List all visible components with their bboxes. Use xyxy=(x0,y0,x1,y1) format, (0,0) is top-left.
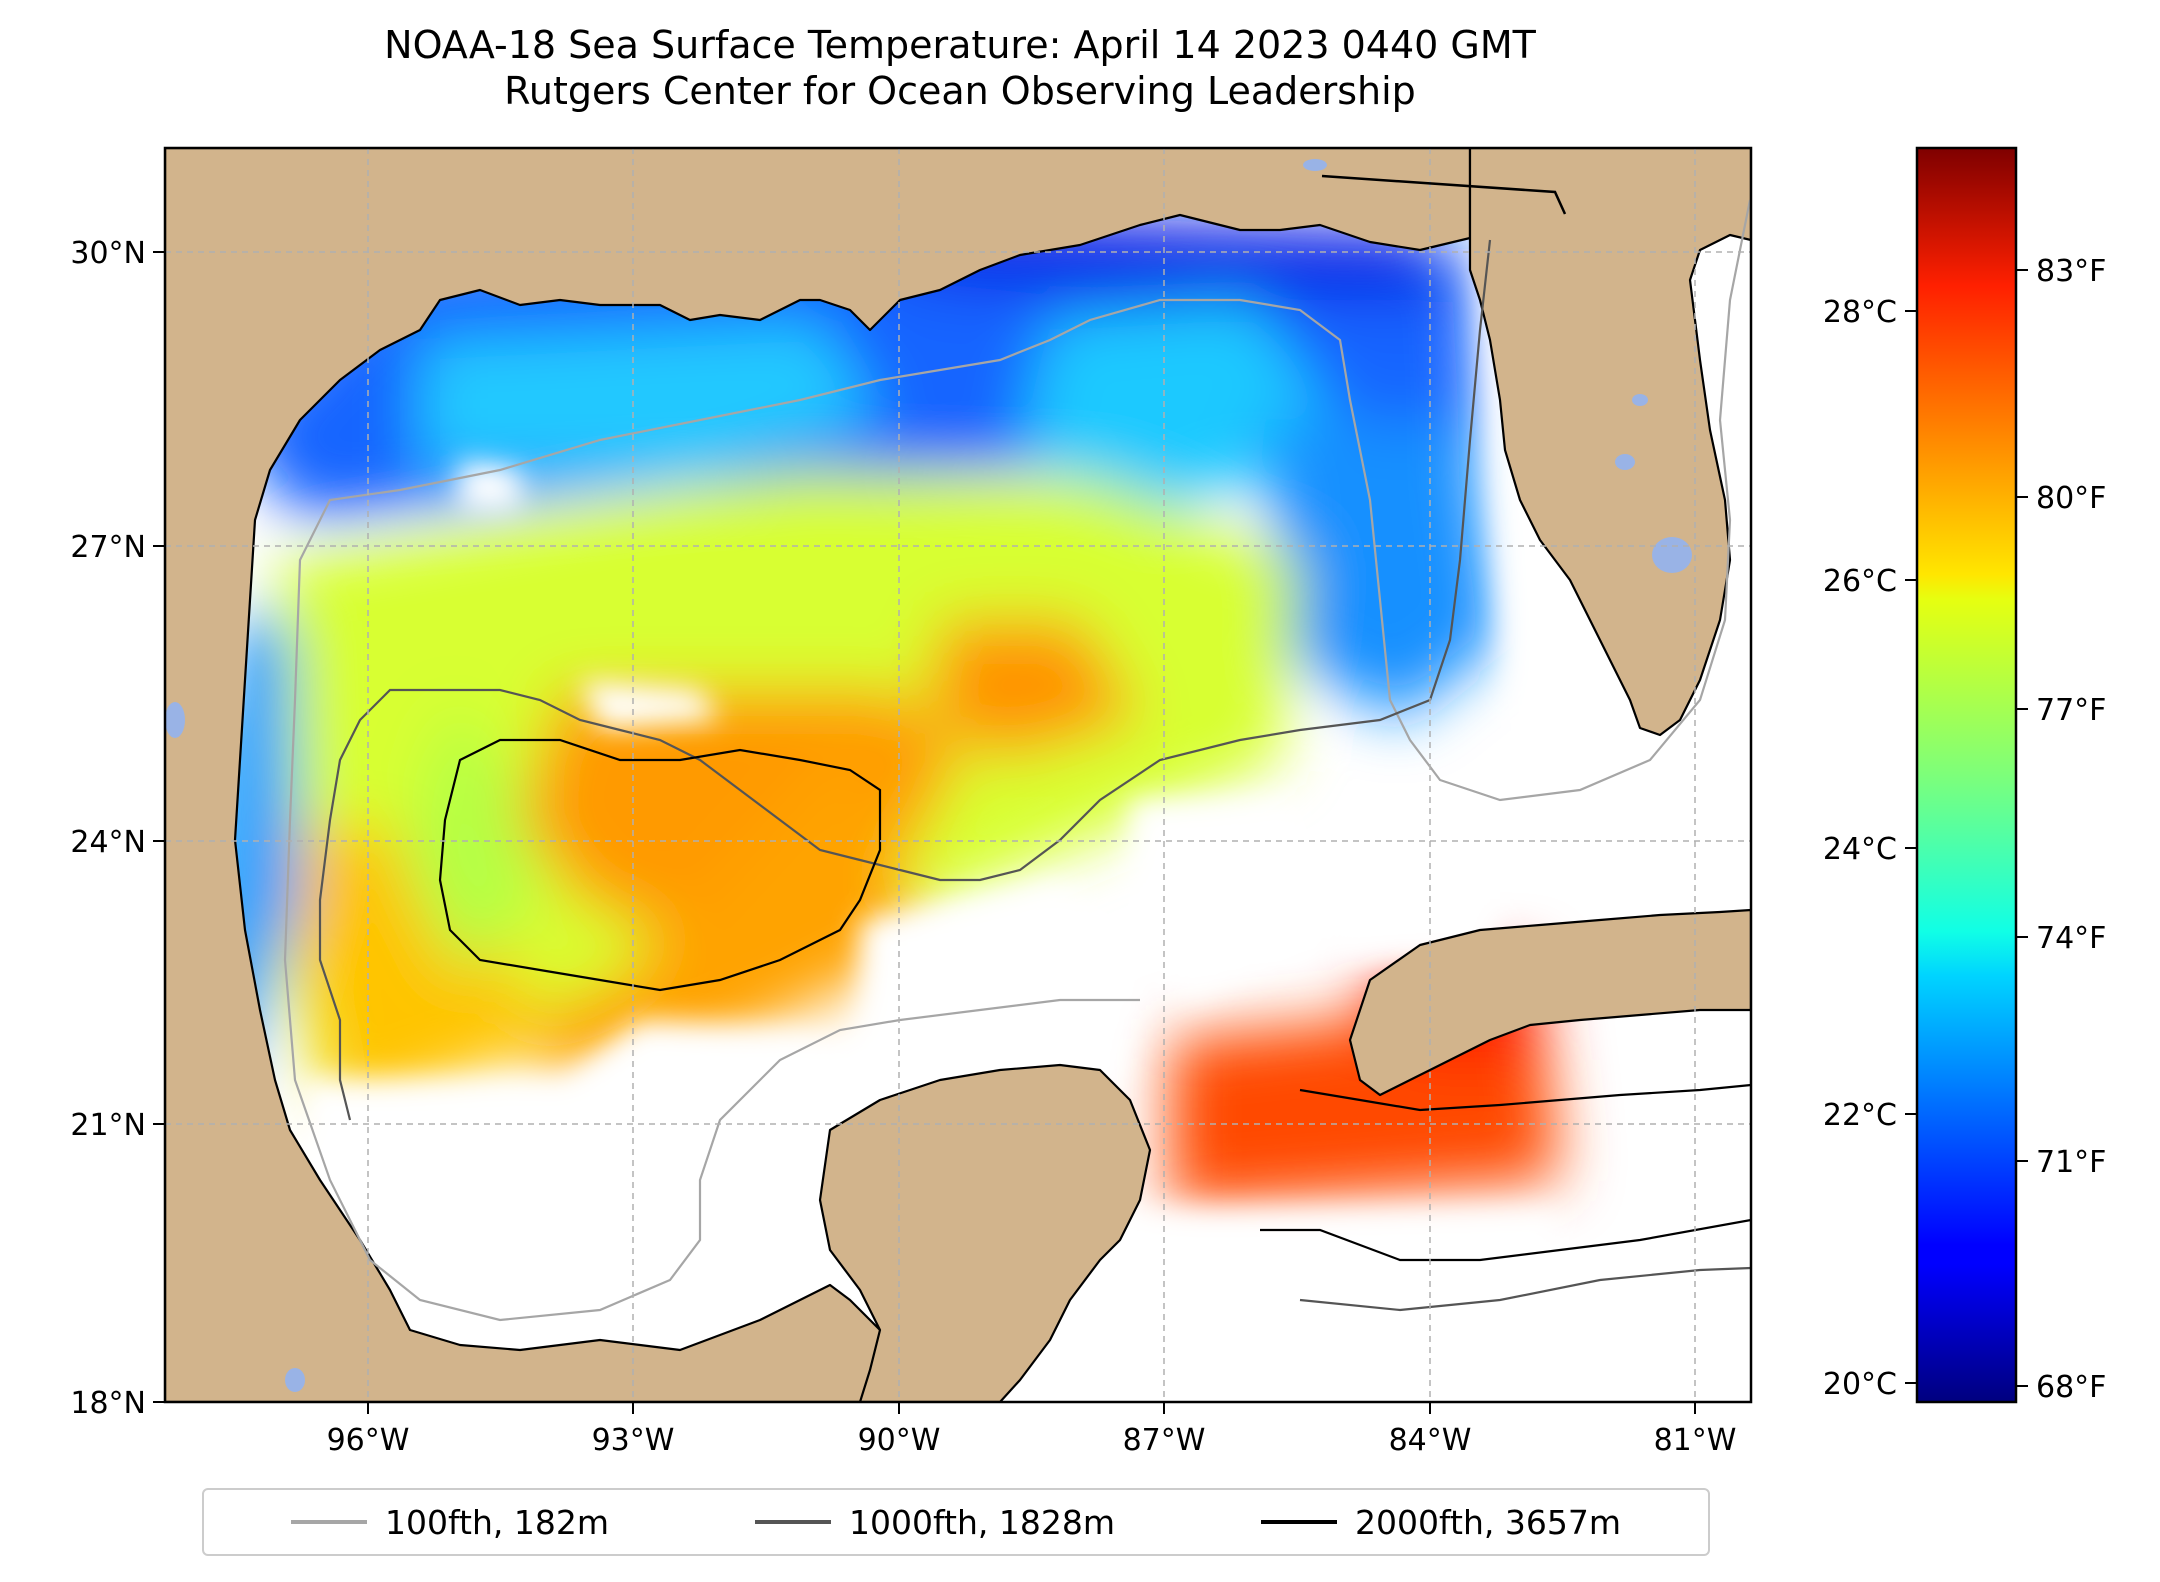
land-us-mexico-west xyxy=(165,148,1472,1402)
lon-label: 84°W xyxy=(1389,1423,1472,1458)
inland-water xyxy=(165,159,1692,1392)
lon-label: 96°W xyxy=(327,1423,410,1458)
colorbar-celsius-labels: 28°C 26°C 24°C 22°C 20°C xyxy=(1823,295,1897,1402)
land-florida xyxy=(1468,148,1751,737)
legend-item-100fth: 100fth, 182m xyxy=(291,1503,609,1542)
lat-label: 27°N xyxy=(70,530,146,565)
axis-ticks xyxy=(153,251,1696,1414)
legend-item-1000fth: 1000fth, 1828m xyxy=(755,1503,1115,1542)
celsius-label: 26°C xyxy=(1823,564,1897,599)
map-frame xyxy=(163,146,1753,1404)
fahrenheit-label: 68°F xyxy=(2036,1370,2106,1405)
colorbar-fahrenheit-labels: 83°F 80°F 77°F 74°F 71°F 68°F xyxy=(2036,254,2106,1405)
legend-swatch xyxy=(1260,1520,1337,1524)
lat-label: 24°N xyxy=(70,825,146,860)
lat-labels: 30°N 27°N 24°N 21°N 18°N xyxy=(70,236,146,1421)
land-cuba xyxy=(1348,908,1751,1097)
lon-labels: 96°W 93°W 90°W 87°W 84°W 81°W xyxy=(327,1423,1737,1458)
legend-item-2000fth: 2000fth, 3657m xyxy=(1260,1502,1621,1542)
land-yucatan xyxy=(818,1063,1152,1402)
lat-label: 18°N xyxy=(70,1386,146,1421)
contour-2000fth xyxy=(438,738,882,992)
land xyxy=(165,148,1751,1402)
state-border xyxy=(1321,174,1567,215)
lon-label: 93°W xyxy=(592,1423,675,1458)
legend-swatch xyxy=(755,1520,831,1524)
title-line-1: NOAA-18 Sea Surface Temperature: April 1… xyxy=(384,23,1536,67)
lat-label: 21°N xyxy=(70,1108,146,1143)
colorbar-ticks xyxy=(1905,269,2028,1387)
contour-2000fth-cayman xyxy=(1299,1083,1751,1112)
bathymetry-contours xyxy=(283,199,1751,1322)
lon-label: 87°W xyxy=(1123,1423,1206,1458)
celsius-label: 22°C xyxy=(1823,1098,1897,1133)
legend-label: 2000fth, 3657m xyxy=(1354,1502,1621,1542)
gridlines xyxy=(165,148,1751,1402)
contour-100fth xyxy=(283,199,1751,1322)
fahrenheit-label: 83°F xyxy=(2036,254,2106,289)
colorbar xyxy=(1915,146,2018,1404)
fahrenheit-label: 74°F xyxy=(2036,921,2106,956)
legend-label: 100fth, 182m xyxy=(385,1502,609,1542)
title-line-2: Rutgers Center for Ocean Observing Leade… xyxy=(504,69,1416,113)
lon-label: 90°W xyxy=(858,1423,941,1458)
celsius-label: 24°C xyxy=(1823,832,1897,867)
fahrenheit-label: 71°F xyxy=(2036,1145,2106,1180)
contour-1000fth xyxy=(318,239,1492,1121)
fahrenheit-label: 77°F xyxy=(2036,693,2106,728)
celsius-label: 28°C xyxy=(1823,295,1897,330)
lat-label: 30°N xyxy=(70,236,146,271)
legend-label: 1000fth, 1828m xyxy=(849,1502,1115,1542)
legend-swatch xyxy=(291,1520,367,1524)
celsius-label: 20°C xyxy=(1823,1367,1897,1402)
fahrenheit-label: 80°F xyxy=(2036,481,2106,516)
legend: 100fth, 182m 1000fth, 1828m 2000fth, 365… xyxy=(202,1488,1710,1556)
lon-label: 81°W xyxy=(1654,1423,1737,1458)
